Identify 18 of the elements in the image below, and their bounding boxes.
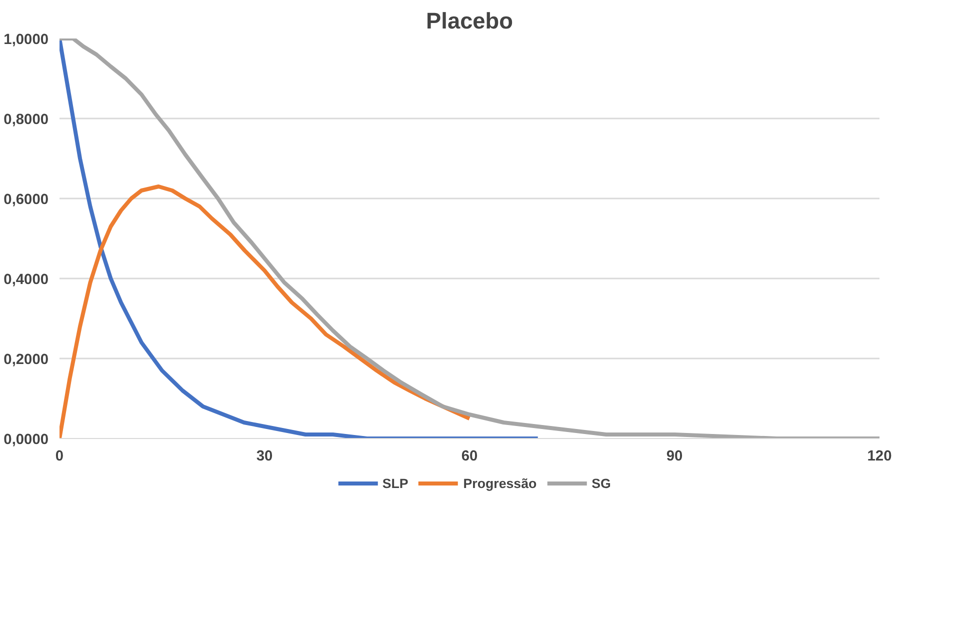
x-tick-label: 60 xyxy=(461,448,478,464)
x-tick-label: 30 xyxy=(256,448,273,464)
y-tick-label: 0,4000 xyxy=(4,272,48,288)
line-series xyxy=(60,38,540,438)
legend-label: SG xyxy=(592,476,612,490)
y-tick-label: 0,6000 xyxy=(4,192,48,208)
y-tick-label: 0,2000 xyxy=(4,352,48,368)
line-series xyxy=(60,38,880,438)
y-tick-label: 1,0000 xyxy=(4,32,48,48)
line-series xyxy=(60,184,472,438)
y-tick-label: 0,0000 xyxy=(4,432,48,448)
legend-label: Progressão xyxy=(463,476,537,490)
legend-label: SLP xyxy=(382,476,408,490)
x-tick-label: 90 xyxy=(666,448,683,464)
y-tick-label: 0,8000 xyxy=(4,112,48,128)
x-tick-label: 0 xyxy=(55,448,64,464)
chart-title: Placebo xyxy=(426,8,513,34)
x-tick-label: 120 xyxy=(867,448,892,464)
